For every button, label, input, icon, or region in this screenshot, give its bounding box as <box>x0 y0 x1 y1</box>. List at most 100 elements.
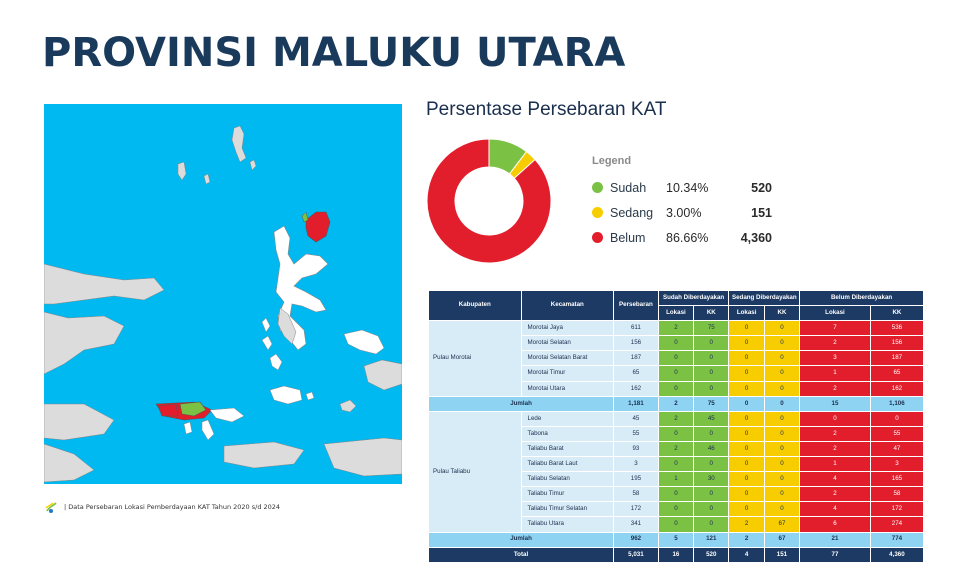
table-row: Pulau Morotai Morotai Jaya 611 2 75 0 0 7 536 <box>428 320 925 397</box>
belum-lokasi-cell: 2 <box>799 440 871 458</box>
sudah-lokasi-cell: 0 <box>657 501 695 518</box>
sudah-lokasi-cell: 2 <box>657 320 695 337</box>
belum-kk-cell: 274 <box>869 516 925 533</box>
sedang-lokasi-cell: 0 <box>728 486 765 503</box>
legend-dot-sedang <box>592 207 603 218</box>
sudah-lokasi-cell: 0 <box>657 350 695 367</box>
persebaran-cell: 45 <box>613 410 659 427</box>
persebaran-cell: 187 <box>613 350 659 367</box>
legend-label: Belum <box>610 230 646 245</box>
sudah-kk-cell: 0 <box>693 486 730 503</box>
sudah-lokasi-cell: 0 <box>657 335 695 352</box>
legend-title: Legend <box>592 155 632 167</box>
sudah-kk-cell: 0 <box>693 516 730 533</box>
table-row: Taliabu Timur 58 0 0 0 0 2 58 <box>429 486 925 503</box>
belum-lokasi-cell: 2 <box>799 335 871 352</box>
legend-count: 4,360 <box>740 230 772 245</box>
kecamatan-cell: Taliabu Selatan <box>520 471 615 488</box>
sedang-kk-cell: 0 <box>763 501 801 518</box>
sudah-lokasi-cell: 0 <box>657 486 695 503</box>
total-cell: 151 <box>763 546 801 563</box>
sedang-kk-cell: 0 <box>763 471 801 488</box>
total-cell: 16 <box>657 546 695 563</box>
table-header-row: Kabupaten Kecamatan Persebaran Sudah Dib… <box>428 289 924 322</box>
sedang-kk-cell: 0 <box>763 380 801 397</box>
header-kk: KK <box>869 305 925 322</box>
table-row: Taliabu Utara 341 0 0 2 67 6 274 <box>429 516 925 533</box>
kecamatan-cell: Morotai Timur <box>520 365 615 382</box>
table-subheader-row: Lokasi KK Lokasi KK Lokasi KK <box>429 305 925 322</box>
belum-kk-cell: 47 <box>869 440 925 458</box>
page-title: PROVINSI MALUKU UTARA <box>42 30 626 76</box>
total-cell: 4 <box>728 546 765 563</box>
kecamatan-cell: Taliabu Utara <box>520 516 615 533</box>
legend-label: Sedang <box>610 205 654 220</box>
subtotal-cell: 21 <box>799 531 871 548</box>
belum-lokasi-cell: 4 <box>799 471 871 488</box>
kecamatan-cell: Morotai Selatan Barat <box>520 350 615 367</box>
table-row: Tabona 55 0 0 0 0 2 55 <box>429 425 925 442</box>
belum-kk-cell: 165 <box>869 471 925 488</box>
persebaran-cell: 58 <box>613 486 659 503</box>
header-kabupaten: Kabupaten <box>428 289 522 322</box>
sedang-kk-cell: 0 <box>763 440 801 458</box>
belum-kk-cell: 58 <box>869 486 925 503</box>
sudah-kk-cell: 0 <box>693 365 730 382</box>
kecamatan-cell: Taliabu Timur Selatan <box>520 501 615 518</box>
table-row: Taliabu Selatan 195 1 30 0 0 4 165 <box>429 471 925 488</box>
subtotal-label: Jumlah <box>427 395 615 412</box>
persebaran-cell: 3 <box>613 456 659 473</box>
subtotal-cell: 75 <box>693 395 730 412</box>
sudah-kk-cell: 0 <box>693 380 730 397</box>
sedang-kk-cell: 0 <box>763 486 801 503</box>
sedang-kk-cell: 0 <box>763 456 801 473</box>
data-source-note: | Data Persebaran Lokasi Pemberdayaan KA… <box>44 500 280 514</box>
sudah-lokasi-cell: 0 <box>657 380 695 397</box>
belum-lokasi-cell: 2 <box>799 425 871 442</box>
kabupaten-cell: Pulau Morotai <box>428 320 522 397</box>
kecamatan-cell: Tabona <box>520 425 615 442</box>
header-kk: KK <box>693 305 730 322</box>
header-belum: Belum Diberdayakan <box>799 289 924 307</box>
persebaran-cell: 172 <box>613 501 659 518</box>
persebaran-cell: 156 <box>613 335 659 352</box>
belum-kk-cell: 0 <box>869 410 925 427</box>
source-text: | Data Persebaran Lokasi Pemberdayaan KA… <box>64 503 281 511</box>
sudah-kk-cell: 0 <box>693 456 730 473</box>
sedang-lokasi-cell: 0 <box>728 410 765 427</box>
legend-percent: 86.66% <box>666 230 709 245</box>
sedang-lokasi-cell: 0 <box>728 350 765 367</box>
total-cell: 4,360 <box>869 546 925 563</box>
persebaran-cell: 65 <box>613 365 659 382</box>
sudah-lokasi-cell: 0 <box>657 425 695 442</box>
sudah-lokasi-cell: 2 <box>657 440 695 458</box>
subtotal-cell: 962 <box>613 531 659 548</box>
sedang-lokasi-cell: 0 <box>728 501 765 518</box>
header-lokasi: Lokasi <box>728 305 765 322</box>
sedang-lokasi-cell: 2 <box>728 516 765 533</box>
subtotal-row: Jumlah 962 5 121 2 67 21 774 <box>427 531 925 548</box>
persebaran-cell: 93 <box>613 440 659 458</box>
legend-item-sedang: Sedang 3.00% 151 <box>592 200 772 225</box>
header-kk: KK <box>763 305 801 322</box>
kecamatan-cell: Taliabu Barat Laut <box>520 456 615 473</box>
sudah-lokasi-cell: 2 <box>657 410 695 427</box>
belum-kk-cell: 162 <box>869 380 925 397</box>
total-label: Total <box>427 546 615 563</box>
sedang-kk-cell: 0 <box>763 350 801 367</box>
belum-kk-cell: 172 <box>869 501 925 518</box>
belum-lokasi-cell: 2 <box>799 380 871 397</box>
belum-lokasi-cell: 4 <box>799 501 871 518</box>
subtotal-row: Jumlah 1,181 2 75 0 0 15 1,106 <box>427 395 925 412</box>
belum-lokasi-cell: 3 <box>799 350 871 367</box>
legend-percent: 3.00% <box>666 205 702 220</box>
kecamatan-cell: Morotai Jaya <box>520 320 615 337</box>
table-row: Pulau Taliabu Lede 45 2 45 0 0 0 0 <box>428 410 925 533</box>
chart-legend: Legend Sudah 10.34% 520 Sedang 3.00% 151… <box>592 155 772 250</box>
header-sedang: Sedang Diberdayakan <box>728 289 801 307</box>
sedang-lokasi-cell: 0 <box>728 365 765 382</box>
map-graphic <box>44 125 402 483</box>
legend-count: 151 <box>751 205 772 220</box>
sudah-lokasi-cell: 0 <box>657 365 695 382</box>
legend-dot-sudah <box>592 182 603 193</box>
